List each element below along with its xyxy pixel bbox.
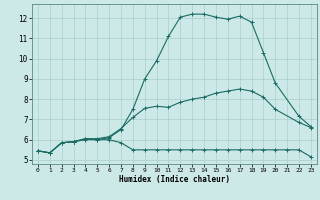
X-axis label: Humidex (Indice chaleur): Humidex (Indice chaleur) [119, 175, 230, 184]
